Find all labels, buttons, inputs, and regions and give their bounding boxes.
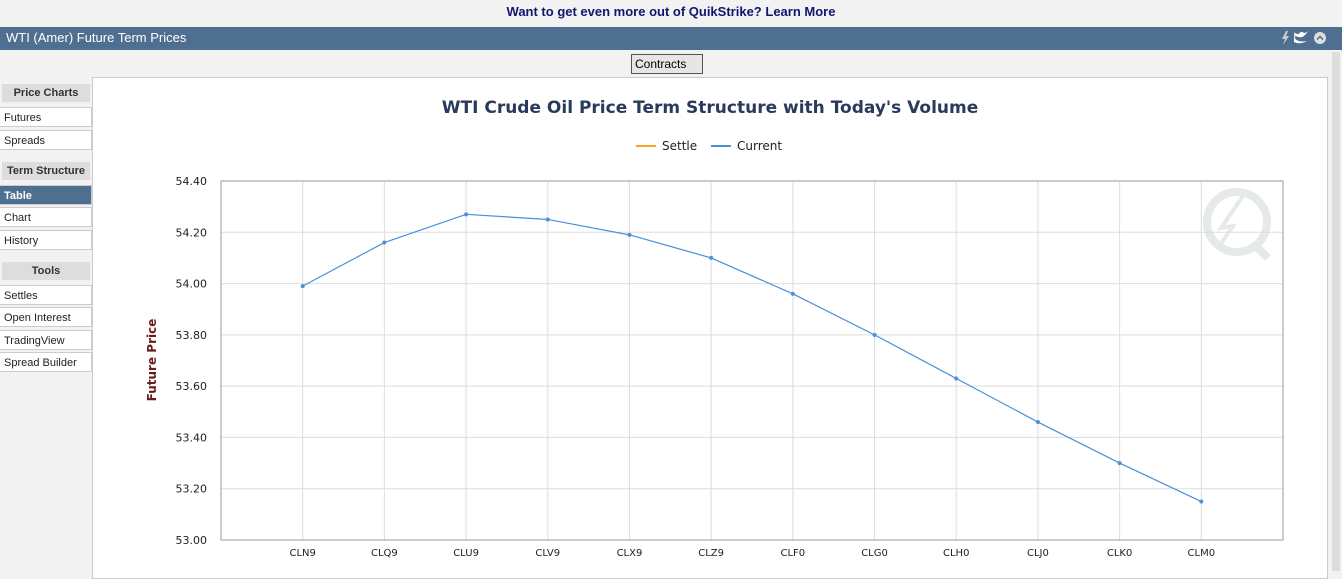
data-point [954, 376, 959, 381]
data-point [464, 212, 469, 217]
sidebar-group: Price Charts Futures Spreads [0, 84, 92, 150]
sidebar-item[interactable]: TradingView [0, 329, 92, 350]
flash-icon[interactable] [1282, 31, 1289, 45]
x-tick-label: CLK0 [1107, 548, 1132, 559]
sidebar-item[interactable]: Chart [0, 207, 92, 227]
x-tick-label: CLG0 [861, 548, 888, 559]
sidebar-item[interactable]: Spreads [0, 129, 92, 150]
chart-panel: WTI Crude Oil Price Term Structure with … [92, 77, 1328, 579]
sidebar-heading: Price Charts [2, 84, 90, 102]
legend-label: Settle [662, 139, 697, 153]
banner: Want to get even more out of QuikStrike?… [0, 0, 1342, 26]
plot-frame [220, 180, 1284, 541]
y-tick-label: 53.80 [176, 329, 208, 342]
watermark [1203, 188, 1271, 261]
y-tick-label: 53.20 [176, 483, 208, 496]
collapse-icon[interactable] [1314, 32, 1326, 44]
sidebar-item[interactable]: Settles [0, 284, 92, 305]
y-axis-label: Future Price [145, 319, 159, 402]
data-point [627, 232, 632, 237]
header-title: WTI (Amer) Future Term Prices [6, 30, 187, 45]
data-point [382, 240, 387, 245]
y-tick-label: 54.20 [176, 226, 208, 239]
sidebar-group: Term Structure Table Chart History [0, 161, 92, 250]
data-point [300, 284, 305, 289]
x-tick-label: CLH0 [943, 548, 969, 559]
data-point [709, 255, 714, 260]
learn-more-link[interactable]: Learn More [765, 4, 836, 19]
chart-title: WTI Crude Oil Price Term Structure with … [442, 98, 979, 118]
y-tick-label: 53.40 [176, 431, 208, 444]
contracts-label: Contracts [635, 57, 687, 71]
series-line [302, 213, 1202, 503]
x-tick-label: CLV9 [535, 548, 560, 559]
twitter-icon[interactable] [1294, 31, 1308, 44]
x-tick-label: CLN9 [289, 548, 315, 559]
scrollbar[interactable] [1332, 52, 1340, 571]
data-point [790, 291, 795, 296]
x-tick-label: CLQ9 [371, 548, 398, 559]
banner-text: Want to get even more out of QuikStrike? [506, 4, 762, 19]
y-tick-label: 53.00 [176, 534, 208, 547]
x-tick-label: CLZ9 [698, 548, 724, 559]
x-tick-label: CLU9 [453, 548, 479, 559]
chart: WTI Crude Oil Price Term Structure with … [145, 98, 1284, 559]
header: WTI (Amer) Future Term Prices [0, 27, 1342, 50]
data-point [1117, 461, 1122, 466]
sidebar-group: Tools Settles Open Interest TradingView Spre… [0, 261, 92, 372]
x-tick-label: CLX9 [617, 548, 643, 559]
data-point [872, 332, 877, 337]
sidebar-item[interactable]: History [0, 229, 92, 250]
data-point [1035, 420, 1040, 425]
legend-label: Current [737, 139, 782, 153]
sidebar-item[interactable]: Table [0, 184, 92, 205]
data-point [1199, 499, 1204, 504]
x-tick-label: CLM0 [1188, 548, 1216, 559]
y-tick-label: 54.00 [176, 278, 208, 291]
x-tick-label: CLJ0 [1027, 548, 1049, 559]
header-icons [1282, 31, 1326, 45]
data-point [545, 217, 550, 222]
y-tick-label: 53.60 [176, 380, 208, 393]
sidebar-item[interactable]: Futures [0, 107, 92, 127]
sidebar-heading: Term Structure [2, 161, 90, 180]
x-tick-label: CLF0 [781, 548, 806, 559]
contracts-button[interactable]: Contracts [631, 54, 703, 85]
sidebar-item[interactable]: Spread Builder [0, 352, 92, 372]
sidebar: Price Charts Futures Spreads Term Structure… [0, 84, 92, 384]
y-tick-label: 54.40 [176, 175, 208, 188]
sidebar-heading: Tools [2, 261, 90, 280]
sidebar-item[interactable]: Open Interest [0, 307, 92, 327]
collapse-arrow [1316, 35, 1324, 41]
